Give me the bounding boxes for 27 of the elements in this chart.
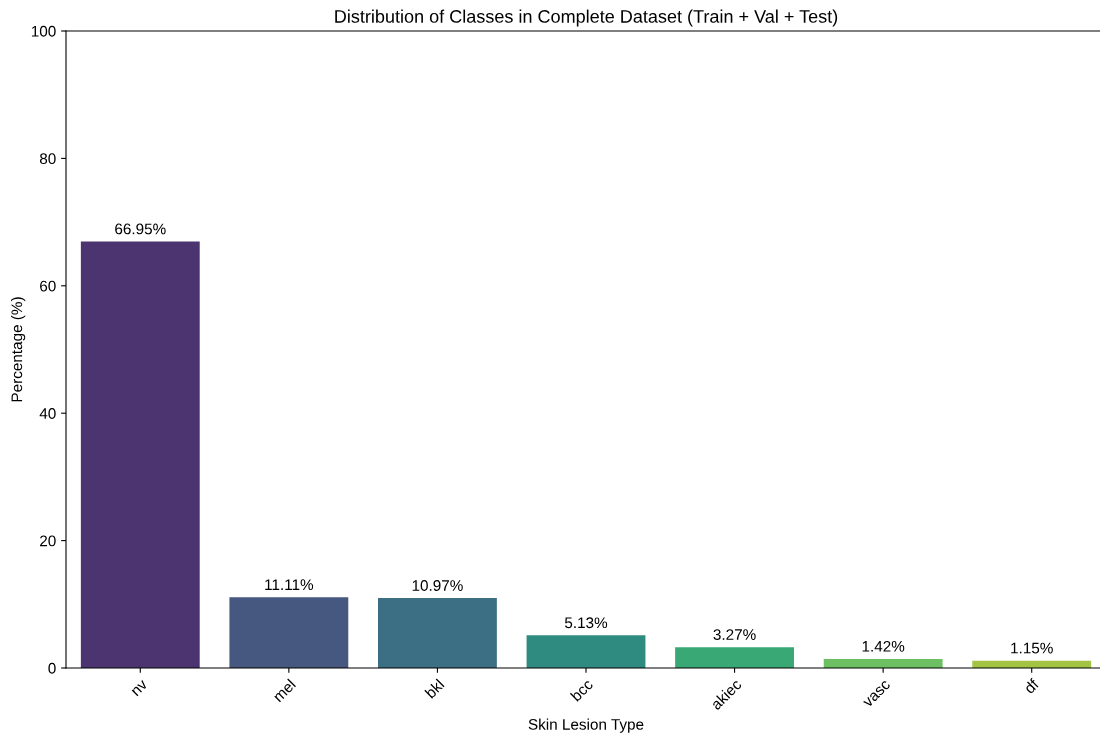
x-tick-label: df xyxy=(1023,677,1040,695)
y-tick-label: 40 xyxy=(39,408,56,419)
data-label: 66.95% xyxy=(115,223,166,235)
x-tick-label: nv xyxy=(131,679,149,697)
data-label: 1.15% xyxy=(1011,642,1053,654)
x-tick-label: bkl xyxy=(424,678,445,699)
data-label: 1.42% xyxy=(862,640,905,652)
y-tick-label: 20 xyxy=(40,535,56,547)
x-tick-label: vasc xyxy=(862,680,891,708)
y-tick-label: 80 xyxy=(39,153,56,165)
bar xyxy=(80,241,200,668)
bar xyxy=(229,597,349,668)
y-tick-label: 0 xyxy=(48,662,56,674)
data-label: 3.27% xyxy=(713,629,756,640)
x-axis-title: Skin Lesion Type xyxy=(528,718,644,733)
data-label: 11.11% xyxy=(265,579,314,590)
data-label: 10.97% xyxy=(412,580,463,591)
bar xyxy=(378,598,497,668)
x-tick-label: mel xyxy=(272,678,297,703)
x-tick-label: bcc xyxy=(569,678,594,702)
y-tick-label: 100 xyxy=(31,25,56,37)
chart-title: Distribution of Classes in Complete Dataset (Train + Val + Test) xyxy=(335,9,838,27)
y-axis-title: Percentage (%) xyxy=(10,297,26,402)
bar xyxy=(675,647,794,668)
data-label: 5.13% xyxy=(564,617,608,629)
bar xyxy=(526,635,646,668)
y-tick-label: 60 xyxy=(40,280,56,292)
